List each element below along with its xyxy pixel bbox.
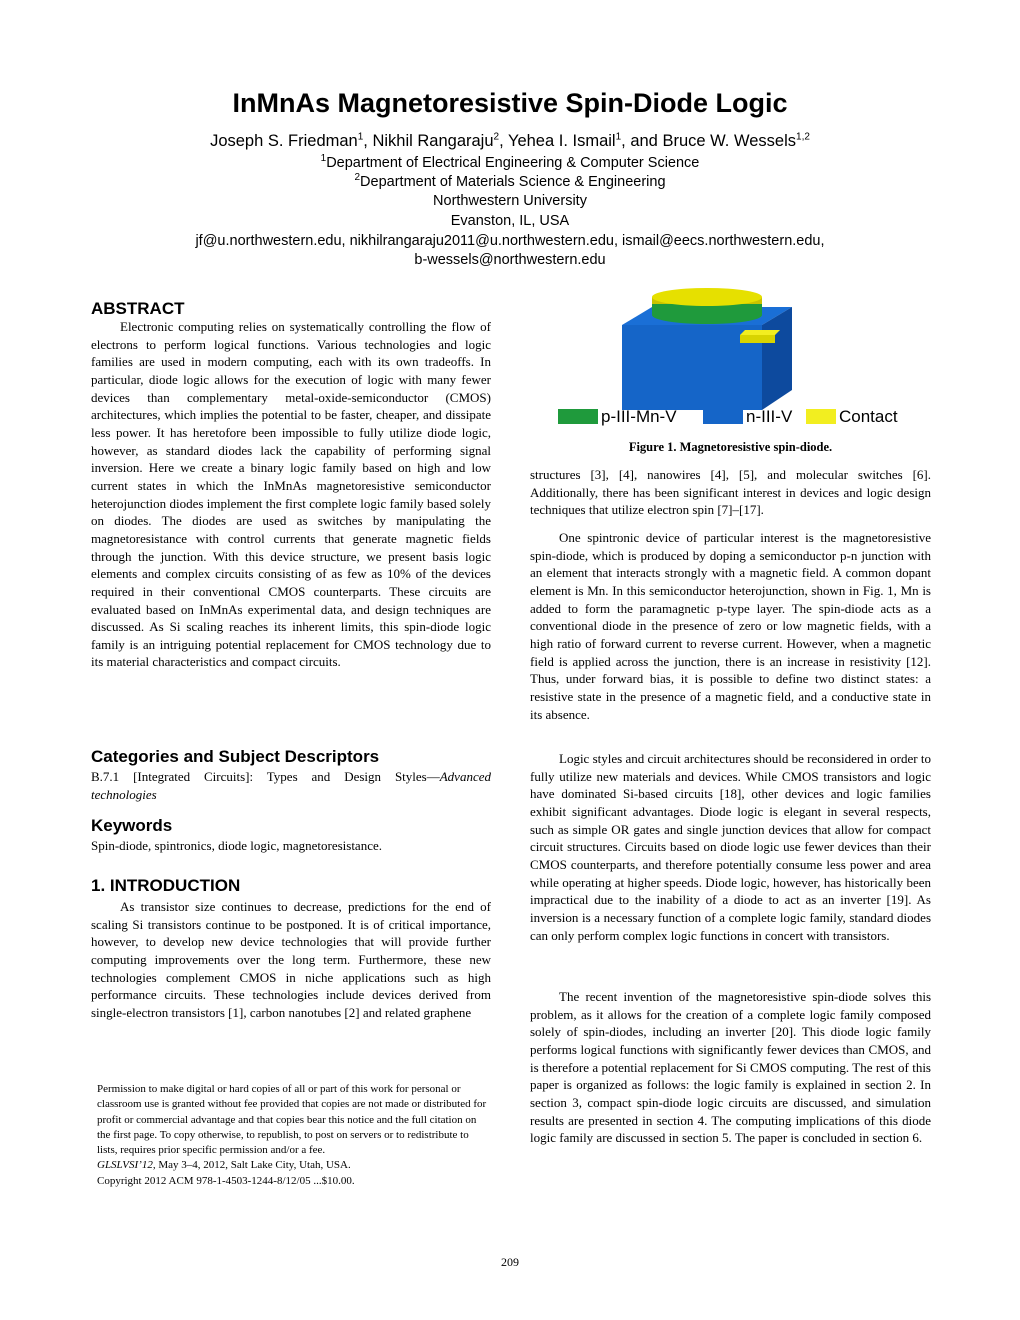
aff-sup: 2 [354,172,361,184]
abstract-text: Electronic computing relies on systemati… [91,319,491,670]
author-sup: 1 [357,131,364,143]
paragraph: As transistor size continues to decrease… [91,899,491,1020]
paragraph: The recent invention of the magnetoresis… [530,989,931,1146]
venue-name: GLSLVSI’12, [97,1159,156,1172]
author-sup: 1 [615,131,622,143]
categories-text: B.7.1 [Integrated Circuits]: Types and D… [91,768,491,803]
disc-top [652,288,762,306]
legend-swatch [806,409,836,424]
author-sup: 1,2 [796,131,810,143]
keywords-text: Spin-diode, spintronics, diode logic, ma… [91,838,382,853]
section-heading: Categories and Subject Descriptors [91,747,380,766]
author: , and Bruce W. Wessels [621,132,797,150]
email: b-wessels@northwestern.edu [414,252,606,268]
categories-italic: Advanced technologies [91,769,491,802]
permission-text: Permission to make digital or hard copie… [97,1083,487,1157]
legend-swatch [558,409,598,424]
paragraph: Logic styles and circuit architectures s… [530,751,931,943]
aff-text: Department of Materials Science & Engine… [360,174,666,190]
affiliation: 1Department of Electrical Engineering & … [0,154,1020,172]
paragraph: One spintronic device of particular inte… [530,530,931,722]
legend-label: n-III-V [746,407,793,426]
block-front [622,325,762,410]
copyright: Copyright 2012 ACM 978-1-4503-1244-8/12/… [97,1174,355,1187]
affiliation: 2Department of Materials Science & Engin… [0,173,1020,191]
author: Joseph S. Friedman [210,132,358,150]
authors: Joseph S. Friedman1, Nikhil Rangaraju2, … [0,132,1020,150]
contact-front [740,335,775,343]
author: , Nikhil Rangaraju [363,132,494,150]
figure-caption: Figure 1. Magnetoresistive spin-diode. [628,440,833,454]
legend-label: Contact [839,407,898,426]
page-number: 209 [501,1255,519,1269]
location: Evanston, IL, USA [450,213,570,229]
venue-details: May 3–4, 2012, Salt Lake City, Utah, USA… [155,1159,351,1172]
university: Northwestern University [433,193,587,209]
permission-block: Permission to make digital or hard copie… [97,1082,489,1189]
categories-plain: B.7.1 [Integrated Circuits]: Types and D… [91,769,440,784]
legend-swatch [703,409,743,424]
section-heading: 1. INTRODUCTION [91,876,241,895]
paragraph: structures [3], [4], nanowires [4], [5],… [530,467,931,518]
aff-sup: 1 [320,153,327,165]
author: , Yehea I. Ismail [499,132,616,150]
legend-label: p-III-Mn-V [601,407,677,426]
venue: GLSLVSI’12, May 3–4, 2012, Salt Lake Cit… [97,1158,489,1173]
contact [740,330,780,335]
section-heading: Keywords [91,816,173,835]
figure: p-III-Mn-V n-III-V Contact [558,288,898,426]
paper-title: InMnAs Magnetoresistive Spin-Diode Logic [232,88,788,118]
aff-text: Department of Electrical Engineering & C… [326,155,700,171]
email: jf@u.northwestern.edu, nikhilrangaraju20… [195,233,825,249]
block-side [762,307,792,410]
author-sup: 2 [493,131,500,143]
p-layer-side [652,303,762,315]
section-heading: ABSTRACT [91,299,185,318]
